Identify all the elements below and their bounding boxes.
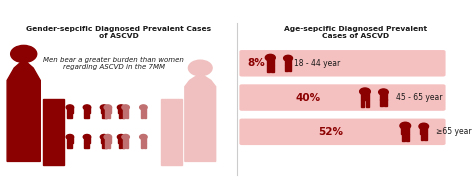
Bar: [271, 65, 273, 72]
Bar: [84, 137, 90, 143]
Bar: [424, 134, 427, 140]
Circle shape: [122, 105, 129, 110]
Bar: [101, 107, 107, 113]
Bar: [123, 137, 128, 143]
Bar: [101, 113, 104, 118]
Circle shape: [83, 135, 91, 139]
Circle shape: [400, 122, 410, 129]
Bar: [401, 126, 409, 134]
Circle shape: [283, 55, 292, 61]
Bar: [402, 134, 405, 141]
Bar: [161, 99, 182, 165]
Bar: [361, 92, 369, 100]
Circle shape: [100, 105, 108, 110]
Bar: [123, 143, 125, 148]
Bar: [87, 143, 90, 148]
Bar: [108, 113, 110, 118]
Polygon shape: [185, 76, 216, 161]
Bar: [84, 143, 87, 148]
Bar: [70, 143, 73, 148]
Bar: [420, 134, 423, 140]
Text: Atherosclerotic Cardiovascular Disease Epidemiology Insights: Atherosclerotic Cardiovascular Disease E…: [79, 6, 395, 15]
Bar: [105, 107, 110, 113]
Bar: [67, 137, 73, 143]
Bar: [361, 100, 365, 107]
Bar: [101, 143, 104, 148]
Text: 18 - 44 year: 18 - 44 year: [294, 59, 340, 68]
Bar: [126, 143, 128, 148]
Bar: [126, 113, 128, 118]
Text: Age-sepcific Diagnosed Prevalent
Cases of ASCVD: Age-sepcific Diagnosed Prevalent Cases o…: [284, 26, 427, 39]
Text: 8%: 8%: [247, 58, 265, 68]
Bar: [118, 113, 121, 118]
Circle shape: [104, 135, 111, 139]
Bar: [43, 99, 64, 165]
Circle shape: [66, 105, 73, 110]
Bar: [141, 137, 146, 143]
Bar: [118, 137, 124, 143]
Text: 52%: 52%: [318, 127, 343, 137]
Bar: [104, 143, 107, 148]
Bar: [285, 65, 288, 71]
Circle shape: [10, 45, 37, 62]
Bar: [267, 58, 274, 65]
Bar: [118, 143, 121, 148]
Circle shape: [104, 105, 111, 110]
Bar: [144, 143, 146, 148]
Bar: [121, 143, 124, 148]
Bar: [118, 107, 124, 113]
Bar: [84, 113, 87, 118]
Bar: [67, 143, 70, 148]
Bar: [406, 134, 409, 141]
Circle shape: [118, 135, 125, 139]
Circle shape: [419, 123, 428, 130]
Bar: [67, 107, 73, 113]
Circle shape: [189, 60, 212, 76]
Text: Gender-sepcific Diagnosed Prevalent Cases
of ASCVD: Gender-sepcific Diagnosed Prevalent Case…: [26, 26, 211, 39]
Bar: [144, 113, 146, 118]
FancyBboxPatch shape: [239, 84, 446, 111]
Bar: [289, 65, 291, 71]
Bar: [121, 113, 124, 118]
Bar: [267, 65, 270, 72]
Bar: [101, 137, 107, 143]
Circle shape: [360, 88, 370, 95]
Bar: [141, 107, 146, 113]
Bar: [105, 137, 110, 143]
Circle shape: [66, 135, 73, 139]
Circle shape: [140, 105, 147, 110]
Circle shape: [122, 135, 129, 139]
Bar: [141, 113, 143, 118]
Circle shape: [265, 54, 275, 61]
Polygon shape: [7, 62, 40, 161]
Bar: [380, 92, 387, 100]
Text: Men bear a greater burden than women
regarding ASCVD in the 7MM: Men bear a greater burden than women reg…: [43, 57, 184, 70]
FancyBboxPatch shape: [239, 119, 446, 145]
Circle shape: [379, 89, 388, 95]
Bar: [84, 107, 90, 113]
Text: ≥65 year: ≥65 year: [436, 127, 472, 136]
Text: 40%: 40%: [296, 93, 321, 102]
Circle shape: [140, 135, 147, 139]
Bar: [285, 58, 292, 65]
Bar: [70, 113, 73, 118]
Bar: [420, 126, 427, 134]
Bar: [104, 113, 107, 118]
Bar: [105, 113, 108, 118]
Bar: [384, 99, 387, 106]
Bar: [105, 143, 108, 148]
Bar: [67, 113, 70, 118]
Bar: [108, 143, 110, 148]
Bar: [87, 113, 90, 118]
Bar: [380, 99, 383, 106]
Text: 45 - 65 year: 45 - 65 year: [396, 93, 442, 102]
Bar: [123, 113, 125, 118]
Bar: [123, 107, 128, 113]
Bar: [141, 143, 143, 148]
Circle shape: [118, 105, 125, 110]
FancyBboxPatch shape: [239, 50, 446, 76]
Bar: [365, 100, 369, 107]
Circle shape: [100, 135, 108, 139]
Circle shape: [83, 105, 91, 110]
